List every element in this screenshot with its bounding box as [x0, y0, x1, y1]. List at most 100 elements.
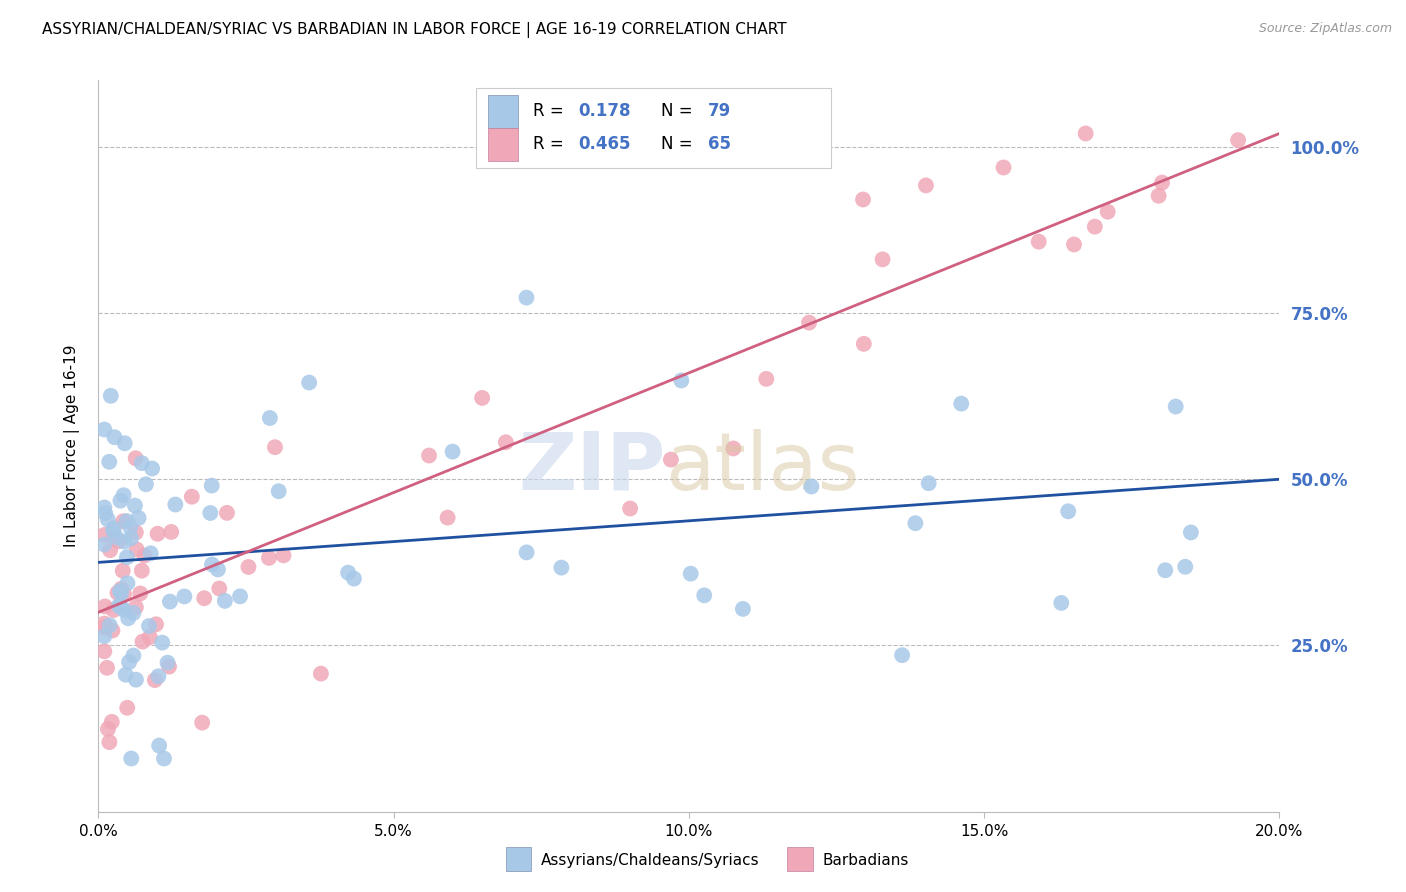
- Point: [207, 562, 229, 576]
- Point: [193, 591, 215, 606]
- Point: [257, 550, 280, 565]
- Point: [229, 590, 252, 604]
- Point: [93, 616, 115, 631]
- Text: atlas: atlas: [665, 429, 859, 507]
- Point: [1050, 596, 1073, 610]
- Point: [1084, 219, 1107, 234]
- Point: [112, 534, 135, 549]
- Point: [671, 374, 693, 388]
- Point: [852, 193, 875, 207]
- Point: [105, 530, 128, 544]
- Point: [201, 478, 224, 492]
- Point: [98, 618, 121, 632]
- Point: [120, 531, 142, 545]
- Point: [111, 564, 134, 578]
- Point: [124, 499, 146, 513]
- Point: [515, 291, 537, 305]
- Point: [1152, 176, 1174, 190]
- Point: [120, 751, 142, 765]
- Point: [157, 659, 180, 673]
- Point: [201, 558, 224, 572]
- Point: [112, 514, 135, 528]
- Point: [159, 594, 181, 608]
- Point: [118, 655, 141, 669]
- Point: [872, 252, 894, 267]
- Point: [852, 337, 875, 351]
- Point: [904, 516, 927, 531]
- Point: [800, 479, 823, 493]
- Point: [125, 600, 148, 615]
- Bar: [488, 128, 517, 161]
- Point: [131, 456, 153, 470]
- Point: [115, 550, 138, 565]
- Point: [156, 656, 179, 670]
- Point: [298, 376, 321, 390]
- Point: [117, 576, 139, 591]
- Text: 79: 79: [707, 102, 731, 120]
- Point: [993, 161, 1015, 175]
- Point: [108, 599, 131, 613]
- Point: [120, 520, 142, 534]
- Point: [146, 526, 169, 541]
- Point: [131, 564, 153, 578]
- Point: [173, 590, 195, 604]
- Point: [343, 572, 366, 586]
- Point: [516, 545, 538, 559]
- Point: [148, 669, 170, 683]
- Point: [131, 634, 153, 648]
- Point: [1164, 400, 1187, 414]
- Text: ZIP: ZIP: [517, 429, 665, 507]
- Point: [436, 510, 458, 524]
- Point: [915, 178, 938, 193]
- Point: [110, 586, 132, 600]
- Point: [93, 537, 115, 551]
- Point: [125, 542, 148, 557]
- Point: [679, 566, 702, 581]
- Point: [1227, 133, 1250, 147]
- Point: [93, 500, 115, 515]
- Point: [96, 661, 118, 675]
- Y-axis label: In Labor Force | Age 16-19: In Labor Force | Age 16-19: [63, 344, 80, 548]
- Point: [1154, 563, 1177, 577]
- Text: 65: 65: [707, 135, 731, 153]
- Point: [100, 389, 122, 403]
- Point: [441, 444, 464, 458]
- Point: [1147, 188, 1170, 202]
- Point: [918, 476, 941, 491]
- Point: [160, 524, 183, 539]
- Point: [215, 506, 238, 520]
- Point: [139, 546, 162, 560]
- Point: [101, 714, 124, 729]
- Point: [94, 506, 117, 520]
- Point: [108, 584, 131, 599]
- Point: [273, 549, 295, 563]
- Point: [1063, 237, 1085, 252]
- Point: [1180, 525, 1202, 540]
- Point: [98, 543, 121, 558]
- Point: [619, 501, 641, 516]
- Point: [107, 586, 129, 600]
- Text: R =: R =: [533, 102, 569, 120]
- Point: [264, 440, 287, 454]
- Point: [1097, 204, 1119, 219]
- Point: [153, 751, 176, 765]
- Point: [214, 594, 236, 608]
- Point: [112, 488, 135, 502]
- Point: [103, 603, 125, 617]
- Point: [150, 635, 173, 649]
- Point: [93, 644, 115, 658]
- Text: Source: ZipAtlas.com: Source: ZipAtlas.com: [1258, 22, 1392, 36]
- FancyBboxPatch shape: [477, 87, 831, 168]
- Point: [125, 673, 148, 687]
- Point: [238, 560, 260, 574]
- Text: ASSYRIAN/CHALDEAN/SYRIAC VS BARBADIAN IN LABOR FORCE | AGE 16-19 CORRELATION CHA: ASSYRIAN/CHALDEAN/SYRIAC VS BARBADIAN IN…: [42, 22, 787, 38]
- Point: [180, 490, 202, 504]
- Text: N =: N =: [661, 135, 697, 153]
- Point: [259, 411, 281, 425]
- Point: [125, 525, 148, 540]
- Point: [950, 397, 973, 411]
- Point: [135, 477, 157, 491]
- Point: [693, 588, 716, 602]
- Point: [1057, 504, 1080, 518]
- Point: [165, 498, 187, 512]
